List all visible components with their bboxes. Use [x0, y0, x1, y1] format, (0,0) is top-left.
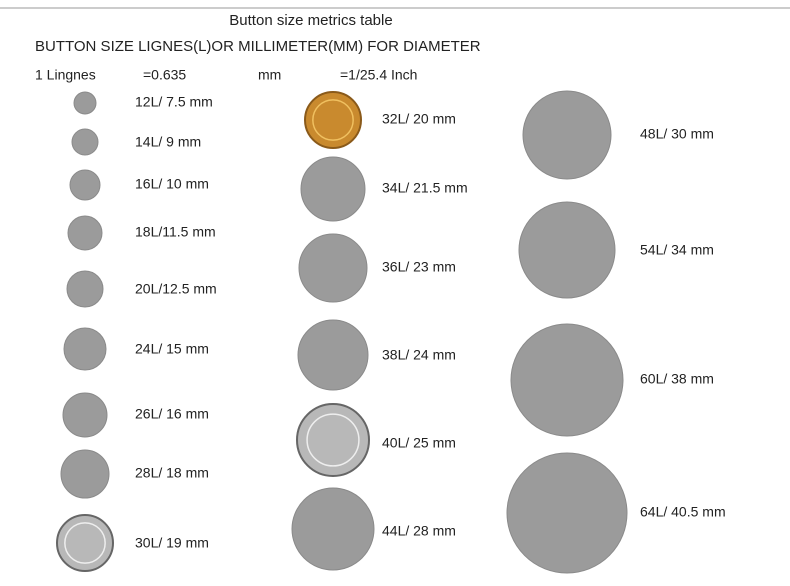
conversion: =0.635	[143, 67, 186, 83]
button-circle	[291, 487, 375, 571]
size-label: 28L/ 18 mm	[135, 465, 209, 481]
size-label: 38L/ 24 mm	[382, 347, 456, 363]
conversion: 1 Lingnes	[35, 67, 96, 83]
button-circle	[63, 327, 107, 371]
size-label: 24L/ 15 mm	[135, 341, 209, 357]
button-circle	[522, 90, 612, 180]
button-circle	[66, 270, 104, 308]
size-label: 54L/ 34 mm	[640, 242, 714, 258]
button-circle	[300, 156, 366, 222]
button-circle	[510, 323, 624, 437]
size-label: 16L/ 10 mm	[135, 176, 209, 192]
size-label: 60L/ 38 mm	[640, 371, 714, 387]
button-circle	[69, 169, 101, 201]
size-label: 12L/ 7.5 mm	[135, 94, 213, 110]
button-circle	[297, 319, 369, 391]
coin-inner	[306, 413, 360, 467]
subtitle: BUTTON SIZE LIGNES(L)OR MILLIMETER(MM) F…	[35, 38, 481, 55]
button-circle	[298, 233, 368, 303]
size-label: 48L/ 30 mm	[640, 126, 714, 142]
button-circle	[67, 215, 103, 251]
button-circle	[62, 392, 108, 438]
size-label: 30L/ 19 mm	[135, 535, 209, 551]
coin-inner	[64, 522, 106, 564]
button-circle	[506, 452, 628, 574]
button-circle	[60, 449, 110, 499]
size-label: 34L/ 21.5 mm	[382, 180, 468, 196]
size-label: 44L/ 28 mm	[382, 523, 456, 539]
coin-inner	[312, 99, 354, 141]
size-label: 40L/ 25 mm	[382, 435, 456, 451]
size-label: 26L/ 16 mm	[135, 406, 209, 422]
size-label: 36L/ 23 mm	[382, 259, 456, 275]
title: Button size metrics table	[229, 12, 392, 29]
button-circle	[518, 201, 616, 299]
button-circle	[73, 91, 97, 115]
conversion: mm	[258, 67, 281, 83]
button-circle	[71, 128, 99, 156]
size-label: 20L/12.5 mm	[135, 281, 217, 297]
size-label: 64L/ 40.5 mm	[640, 504, 726, 520]
size-label: 32L/ 20 mm	[382, 111, 456, 127]
size-label: 14L/ 9 mm	[135, 134, 201, 150]
conversion: =1/25.4 Inch	[340, 67, 417, 83]
size-label: 18L/11.5 mm	[135, 224, 216, 240]
